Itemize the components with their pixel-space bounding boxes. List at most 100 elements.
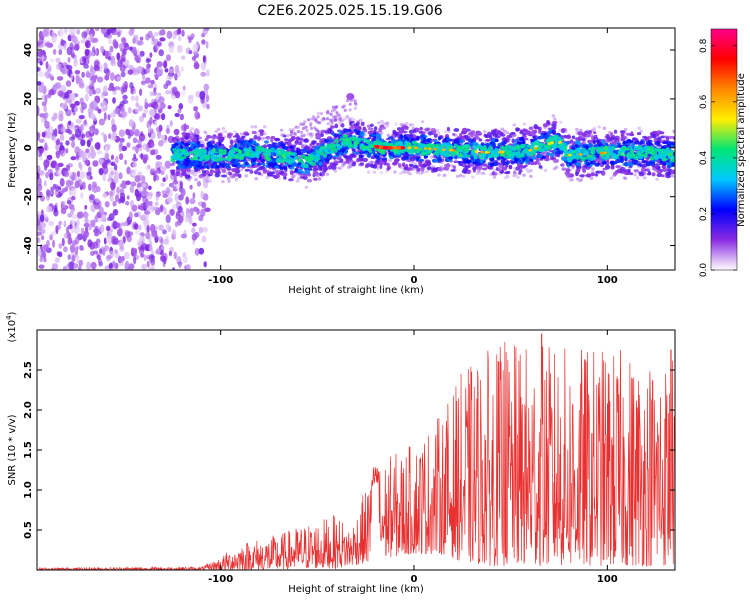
spectrogram-cell xyxy=(260,137,265,141)
spectrogram-cell xyxy=(214,129,219,134)
spectrogram-cell xyxy=(43,180,47,187)
spectrogram-cell xyxy=(343,161,347,165)
spectrogram-cell xyxy=(52,263,58,270)
spectrogram-cell xyxy=(183,123,187,132)
spectrogram-cell xyxy=(510,161,515,165)
spectrogram-cell xyxy=(162,177,166,183)
spectrogram-cell xyxy=(590,172,596,177)
spectrogram-cell xyxy=(123,44,130,51)
spectrogram-cell xyxy=(89,33,94,39)
spectrogram-cell xyxy=(263,125,267,129)
spectrogram-cell xyxy=(593,131,597,135)
spectrogram-cell xyxy=(446,126,450,132)
spectrogram-cell xyxy=(379,171,384,175)
spectrogram-cell xyxy=(134,188,139,198)
spectrogram-cell xyxy=(118,43,125,50)
spectrogram-cell xyxy=(627,162,633,167)
spectrogram-cell xyxy=(51,116,56,122)
spectrogram-cell xyxy=(526,170,531,174)
spectrogram-cell xyxy=(37,214,40,223)
spectrogram-cell xyxy=(487,131,492,136)
spectrogram-cell xyxy=(62,104,68,110)
spectrogram-cell xyxy=(316,111,320,115)
spectrogram-cell xyxy=(158,30,164,36)
spectrogram-cell xyxy=(154,120,158,127)
spectrogram-cell xyxy=(125,260,130,268)
spectrogram-cell xyxy=(191,56,197,61)
spectrogram-cell xyxy=(579,178,583,182)
spectrogram-cell xyxy=(147,125,151,134)
spectrogram-cell xyxy=(338,129,342,135)
spectrogram-cell xyxy=(44,31,50,38)
spectrogram-cell xyxy=(353,106,357,110)
spectrogram-cell xyxy=(487,162,491,166)
spectrogram-cell xyxy=(66,64,73,71)
spectrogram-cell xyxy=(156,66,163,76)
spectrogram-cell xyxy=(403,134,407,139)
spectrogram-cell xyxy=(419,134,425,139)
spectrogram-cell xyxy=(601,160,606,165)
spectrogram-cell xyxy=(302,173,308,177)
spectrogram-cell xyxy=(602,126,607,130)
spectrogram-cell xyxy=(58,220,62,226)
spectrogram-cell xyxy=(146,260,150,268)
spectrogram-cell xyxy=(172,86,178,95)
spectrogram-cell xyxy=(87,151,91,159)
spectrogram-cell xyxy=(558,120,563,124)
spectrogram-cell xyxy=(43,105,47,113)
spectrogram-cell xyxy=(78,161,82,169)
spectrogram-cell xyxy=(47,73,53,79)
spectrogram-cell xyxy=(398,130,403,136)
spectrogram-cell xyxy=(256,162,263,166)
spectrogram-cell xyxy=(592,140,596,145)
spectrogram-cell xyxy=(656,173,663,178)
spectrogram-cell xyxy=(117,31,121,38)
spectrogram-cell xyxy=(206,135,212,139)
spectrogram-cell xyxy=(67,56,71,63)
spectrogram-cell xyxy=(169,120,173,127)
spectrogram-cell xyxy=(237,173,242,179)
spectrogram-cell xyxy=(380,119,384,123)
spectrogram-cell xyxy=(624,172,630,176)
spectrogram-cell xyxy=(92,241,99,249)
spectrogram-cell xyxy=(320,133,324,138)
spectrogram-cell xyxy=(178,215,184,224)
spectrogram-cell xyxy=(83,230,90,238)
spectrogram-cell xyxy=(530,138,534,142)
spectrogram-cell xyxy=(44,120,50,129)
spectrogram-cell xyxy=(37,231,43,236)
spectrogram-cell xyxy=(59,133,65,142)
spectrogram-cell xyxy=(330,120,334,124)
spectrogram-cell xyxy=(186,124,190,130)
spectrogram-cell xyxy=(102,173,106,182)
spectrogram-cell xyxy=(577,135,583,141)
spectrogram-cell xyxy=(171,171,175,176)
spectrogram-cell xyxy=(667,168,673,173)
spectrogram-cell xyxy=(613,137,620,143)
spectrogram-cell xyxy=(180,55,186,60)
spectrogram-cell xyxy=(549,156,555,161)
spectrogram-cell xyxy=(304,185,309,189)
spectrogram-cell xyxy=(591,167,595,171)
spectrogram-cell xyxy=(357,126,362,132)
spectrogram-cell xyxy=(46,205,53,213)
spectrogram-cell xyxy=(321,162,327,166)
spectrogram-cell xyxy=(71,36,78,43)
spectrogram-cell xyxy=(622,176,626,180)
spectrogram-cell xyxy=(148,185,152,190)
spectrogram-cell xyxy=(138,65,142,74)
spectrogram-cell xyxy=(544,157,550,162)
spectrogram-cell xyxy=(313,126,317,130)
spectrogram-cell xyxy=(314,146,320,150)
spectrogram-cell xyxy=(182,85,186,91)
spectrogram-cell xyxy=(132,146,137,151)
spectrogram-cell xyxy=(119,64,126,73)
spectrogram-cell xyxy=(137,224,142,231)
spectrogram-cell xyxy=(552,167,557,171)
spectrogram-cell xyxy=(129,82,134,90)
spectrogram-cell xyxy=(63,220,67,228)
spectrogram-cell xyxy=(176,28,182,35)
spectrogram-cell xyxy=(399,134,404,140)
spectrogram-cell xyxy=(187,178,191,182)
spectrogram-cell xyxy=(370,160,374,164)
